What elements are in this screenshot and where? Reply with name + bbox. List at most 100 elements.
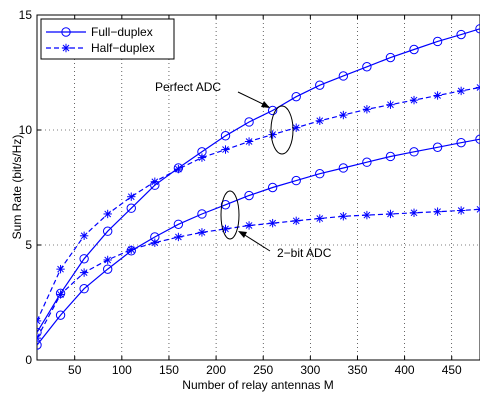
annotation-perfect-adc: Perfect ADC [155,80,294,155]
legend: Full−duplex Half−duplex [40,18,175,60]
data-point [102,226,113,236]
x-tick-label: 100 [112,363,132,377]
axes: 50 100 150 200 250 300 350 400 450 0 5 10 15 [19,8,462,377]
data-point [338,163,349,173]
y-tick-label: 5 [25,238,32,252]
data-point [244,221,254,230]
perfect-adc-ellipse [270,105,294,155]
data-point [315,169,325,179]
series-markers [37,24,480,350]
legend-half-duplex-marker [61,43,71,53]
y-axis-title: Sum Rate (bit/s/Hz) [10,135,24,240]
x-tick-label: 450 [442,363,462,377]
data-point [362,62,372,72]
data-point [103,209,112,219]
data-point [150,238,160,247]
legend-box [40,18,175,60]
x-axis-title: Number of relay antennas M [182,378,333,392]
data-point [127,192,136,201]
data-point [339,110,348,120]
data-point [37,327,42,338]
data-point [456,86,466,96]
data-point [362,210,372,220]
data-point [102,264,113,274]
x-tick-label: 150 [159,363,179,377]
data-point [475,205,480,214]
data-point [362,157,372,167]
data-point [432,36,443,47]
data-point [221,145,230,154]
x-tick-label: 400 [395,363,415,377]
x-tick-label: 300 [300,363,320,377]
data-point [56,290,65,299]
data-point [268,130,277,139]
data-point [268,218,277,228]
legend-star-glyph [61,43,71,53]
2bit-adc-arrowhead [238,231,247,238]
annotation-2bit-adc: 2−bit ADC [220,190,332,260]
data-point [433,91,442,100]
data-point [339,212,348,221]
data-point [432,142,443,152]
legend-half-duplex-label: Half−duplex [91,41,155,55]
data-point [37,340,42,350]
data-point [409,147,419,157]
2bit-adc-label: 2−bit ADC [277,246,332,260]
data-point [127,245,136,254]
y-tick-label: 10 [19,123,33,137]
data-point [386,100,395,109]
data-point [362,105,372,114]
data-point [456,137,466,148]
data-point [456,206,466,215]
data-point [220,131,231,141]
data-point [433,207,442,216]
data-point [386,209,395,219]
y-tick-label: 0 [25,353,32,367]
data-point [79,254,89,264]
data-point [267,182,278,193]
data-point [267,105,278,116]
data-point [56,264,65,274]
data-point [385,151,396,162]
data-point [385,52,396,63]
legend-full-duplex-label: Full−duplex [91,25,153,39]
data-point [292,216,301,226]
data-point [174,164,183,174]
x-tick-label: 250 [253,363,273,377]
perfect-adc-arrowhead [261,101,270,108]
data-point [409,208,419,217]
data-point [409,95,419,105]
grid-lines [37,15,480,360]
data-point [37,333,42,343]
data-point [174,232,183,242]
data-point [244,137,254,146]
data-point [409,44,419,55]
data-point [79,231,89,240]
data-point [291,175,301,186]
data-point [315,116,324,125]
x-tick-label: 50 [68,363,82,377]
data-point [475,83,480,92]
data-point [103,255,112,265]
data-point [150,177,160,186]
data-point [244,117,254,127]
data-point [291,91,301,102]
data-point [315,214,324,223]
perfect-adc-label: Perfect ADC [155,80,221,94]
data-point [79,284,89,294]
2bit-adc-ellipse [220,190,240,240]
data-point [338,71,349,81]
data-point [315,80,325,90]
x-tick-label: 200 [206,363,226,377]
data-point [37,316,42,326]
y-tick-label: 15 [19,8,33,22]
data-point [456,29,466,40]
data-point [126,203,136,213]
data-point [173,219,184,230]
data-point [244,190,254,201]
data-point [197,153,207,162]
legend-full-duplex-marker [61,27,71,37]
x-tick-label: 350 [347,363,367,377]
data-point [220,200,231,210]
